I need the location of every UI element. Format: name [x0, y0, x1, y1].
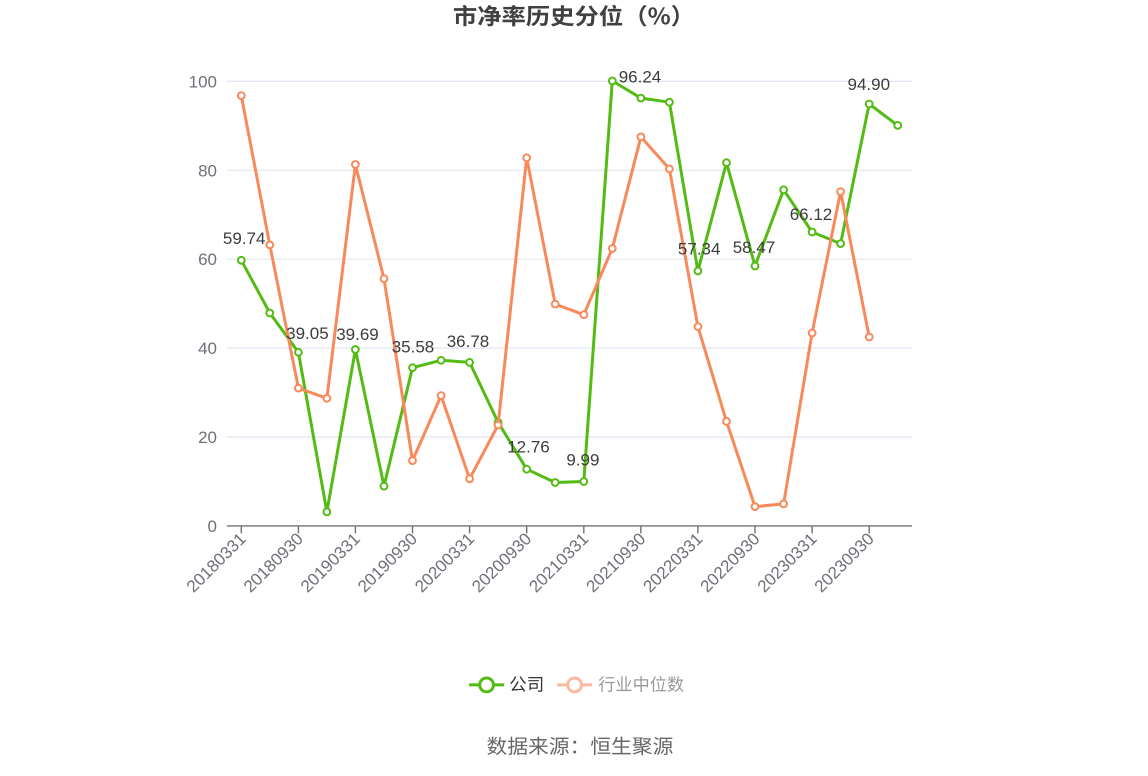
svg-text:57.34: 57.34 [678, 239, 721, 258]
svg-text:0: 0 [208, 517, 217, 536]
svg-text:96.24: 96.24 [619, 68, 662, 87]
svg-text:39.05: 39.05 [286, 324, 329, 343]
svg-text:66.12: 66.12 [790, 205, 833, 224]
svg-text:12.76: 12.76 [507, 438, 550, 457]
svg-text:35.58: 35.58 [392, 337, 435, 356]
svg-text:59.74: 59.74 [223, 229, 266, 248]
svg-text:39.69: 39.69 [336, 325, 379, 344]
svg-text:20: 20 [198, 428, 217, 447]
svg-text:58.47: 58.47 [733, 238, 776, 257]
svg-text:9.99: 9.99 [566, 451, 599, 470]
svg-text:100: 100 [189, 72, 217, 91]
svg-text:36.78: 36.78 [447, 332, 490, 351]
svg-text:60: 60 [198, 250, 217, 269]
svg-text:40: 40 [198, 339, 217, 358]
svg-text:94.90: 94.90 [848, 75, 891, 94]
svg-text:80: 80 [198, 161, 217, 180]
